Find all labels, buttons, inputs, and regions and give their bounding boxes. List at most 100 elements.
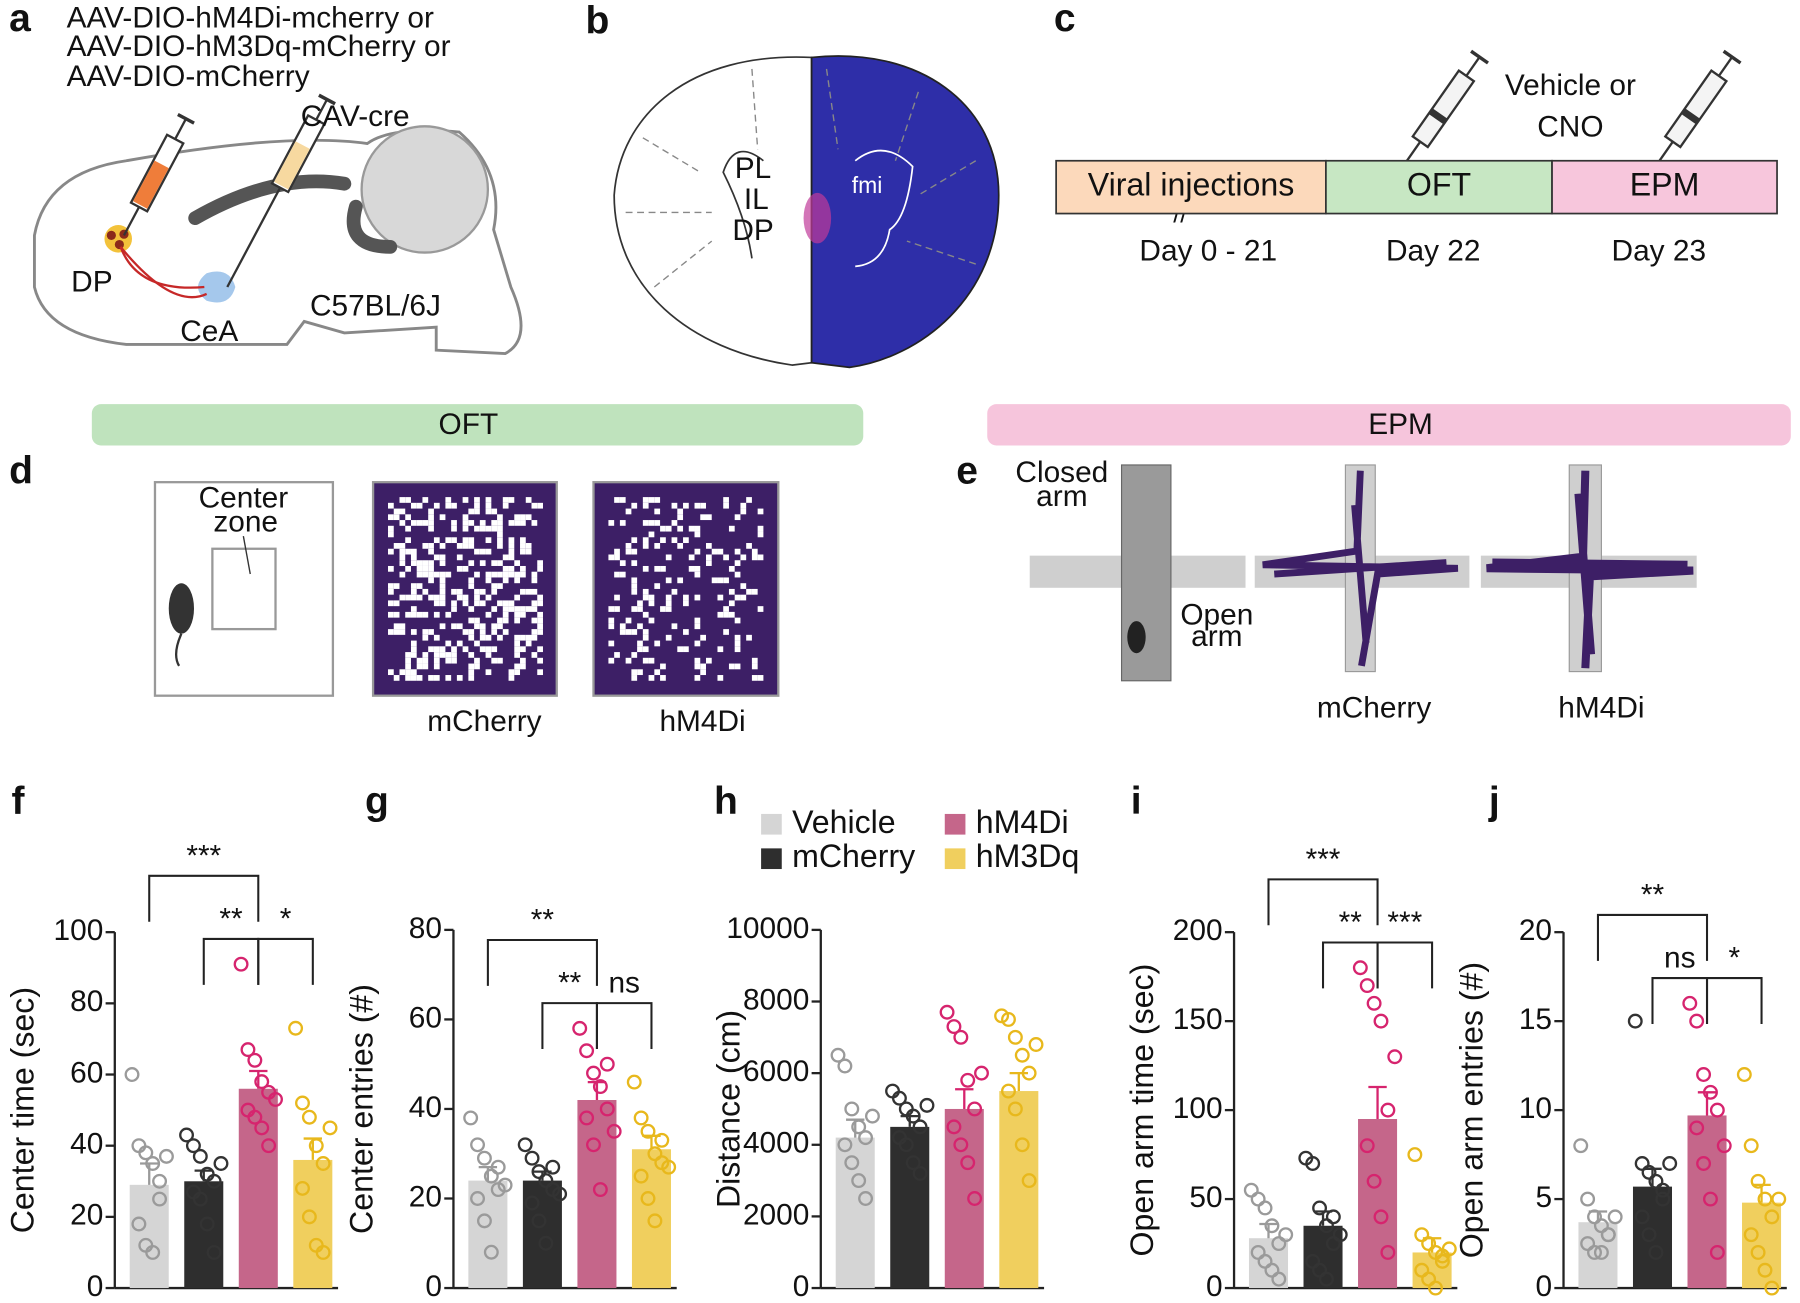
data-point: [1414, 1227, 1430, 1243]
data-point: [199, 1216, 215, 1232]
data-point: [213, 1156, 229, 1171]
heatmap-cell: [637, 640, 643, 647]
heatmap-cell: [525, 634, 532, 641]
y-axis-label: Center entries (#): [343, 984, 379, 1234]
heatmap-cell: [625, 508, 632, 515]
heatmap-cell: [688, 565, 695, 572]
heatmap-cell: [451, 657, 457, 664]
heatmap-cell: [654, 565, 661, 572]
panel-c: c Vehicle or CNO // Viral injectionsDay …: [1054, 0, 1778, 267]
heatmap-cell: [740, 508, 747, 515]
heatmap-cell: [711, 577, 718, 584]
pointer: [242, 536, 251, 575]
heatmap-cell: [410, 548, 417, 555]
heatmap-cell: [619, 520, 626, 526]
data-point: [138, 1145, 154, 1161]
heatmap-cell: [734, 640, 741, 647]
heatmap-cell: [642, 543, 649, 549]
data-point: [864, 1108, 880, 1124]
heatmap-cell: [631, 652, 638, 658]
panel-label: i: [1131, 780, 1142, 823]
heatmap-cell: [514, 617, 521, 624]
heatmap-cell: [746, 634, 752, 641]
heatmap-cell: [520, 606, 526, 612]
region-label: CeA: [180, 315, 238, 348]
heatmap-cell: [422, 588, 429, 595]
bar: [238, 1088, 278, 1289]
heatmap-cell: [700, 514, 706, 521]
y-tick-label: 80: [70, 985, 103, 1018]
banner-text: EPM: [1368, 408, 1433, 441]
data-point: [490, 1159, 506, 1175]
heatmap-cell: [677, 508, 684, 515]
heatmap-cell: [683, 594, 689, 601]
heatmap-cell: [468, 652, 475, 658]
heatmap-cell: [671, 520, 678, 526]
heatmap-cell: [405, 565, 411, 572]
data-point: [483, 1244, 499, 1260]
heatmap-cell: [399, 623, 406, 630]
heatmap-cell: [468, 663, 475, 670]
heatmap-cell: [485, 497, 492, 503]
heatmap-cell: [508, 497, 515, 503]
heatmap-cell: [456, 623, 463, 630]
data-point: [1021, 1173, 1037, 1189]
data-point: [1573, 1138, 1589, 1154]
heatmap-cell: [508, 543, 515, 549]
heatmap-cell: [422, 629, 429, 635]
data-point: [152, 1173, 168, 1189]
heatmap-cell: [451, 520, 457, 526]
data-point: [254, 1074, 270, 1090]
heatmap-cell: [614, 571, 620, 578]
heatmap-cell: [625, 548, 632, 555]
zone-label: Center: [199, 481, 289, 514]
data-point: [1271, 1271, 1287, 1287]
y-tick-label: 0: [87, 1270, 104, 1303]
heatmap-cell: [665, 577, 672, 584]
heatmap-cell: [631, 583, 638, 589]
heatmap-cell: [416, 571, 423, 578]
heatmap-cell: [479, 548, 486, 555]
heatmap-cell: [683, 646, 689, 653]
heatmap-cell: [642, 497, 649, 503]
heatmap-cell: [531, 617, 538, 624]
heatmap-cell: [723, 554, 729, 561]
heatmap-cell: [531, 588, 538, 595]
heatmap-cell: [531, 634, 538, 641]
data-point: [254, 1120, 270, 1136]
data-point: [1001, 1011, 1016, 1027]
y-tick-label: 0: [1206, 1270, 1223, 1303]
data-point: [905, 1108, 921, 1124]
heatmap-cell: [468, 583, 475, 589]
panel-label: g: [365, 780, 389, 823]
heatmap-cell: [508, 571, 515, 578]
heatmap-cell: [508, 669, 515, 676]
heatmap-cell: [456, 588, 463, 595]
heatmap-cell: [734, 548, 741, 555]
heatmap-cell: [671, 588, 678, 595]
corpus-callosum: [188, 174, 352, 226]
heatmap-cell: [451, 652, 457, 658]
heatmap-cell: [694, 594, 701, 601]
legend-label: mCherry: [792, 838, 915, 874]
syringe: [226, 93, 336, 288]
heatmap-cell: [625, 543, 632, 549]
heatmap-cell: [608, 623, 615, 630]
heatmap-cell: [694, 640, 701, 647]
heatmap-cell: [410, 606, 417, 612]
y-axis-label: Center time (sec): [5, 987, 41, 1233]
data-point: [1607, 1209, 1623, 1225]
heatmap-cell: [514, 571, 521, 578]
heatmap-cell: [468, 675, 475, 681]
heatmap-cell: [740, 594, 747, 601]
heatmap-cell: [497, 571, 503, 578]
heatmap-cell: [428, 543, 434, 549]
data-point: [1352, 960, 1368, 976]
region-label: IL: [744, 183, 769, 216]
heatmap-cell: [433, 652, 440, 658]
heatmap-cell: [654, 543, 661, 549]
y-tick-label: 80: [409, 912, 442, 945]
stage-name: Viral injections: [1088, 167, 1295, 203]
bracket: [541, 1002, 598, 1050]
data-point: [1696, 1156, 1712, 1171]
